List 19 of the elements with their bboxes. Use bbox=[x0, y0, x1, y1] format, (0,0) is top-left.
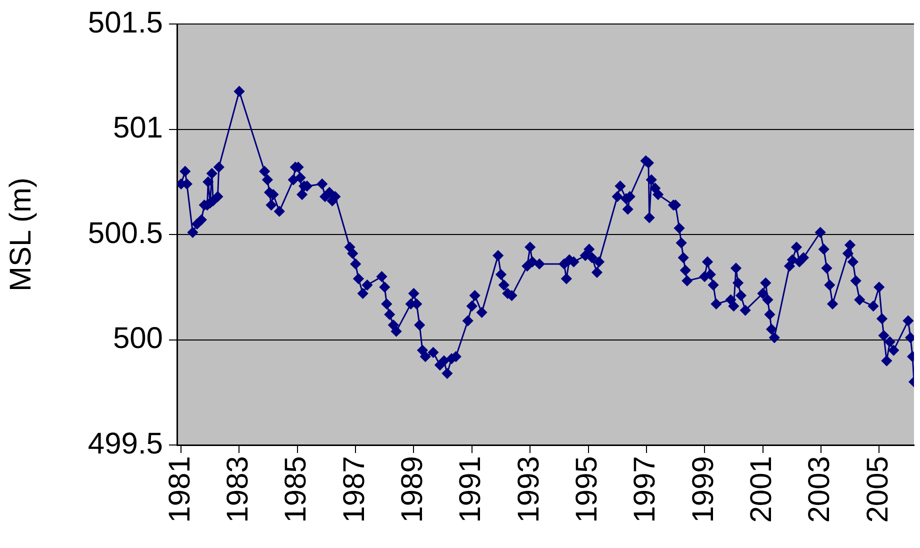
x-tick-label: 1997 bbox=[628, 456, 662, 523]
y-tick-label: 501.5 bbox=[88, 6, 163, 40]
x-tick-label: 1991 bbox=[454, 456, 488, 523]
x-tick-label: 1993 bbox=[512, 456, 546, 523]
y-tick-label: 500.5 bbox=[88, 216, 163, 250]
x-tick-label: 1985 bbox=[280, 456, 313, 523]
y-tick-label: 501 bbox=[112, 112, 163, 145]
y-tick-label: 499.5 bbox=[88, 427, 163, 460]
y-axis-title: MSL (m) bbox=[4, 178, 38, 292]
x-tick-label: 1995 bbox=[570, 456, 604, 523]
x-tick-label: 1989 bbox=[396, 456, 430, 523]
x-tick-label: 2005 bbox=[861, 456, 894, 523]
x-tick-label: 2001 bbox=[745, 456, 778, 523]
x-tick-label: 1983 bbox=[222, 456, 255, 523]
x-tick-label: 1999 bbox=[686, 456, 720, 523]
y-tick-label: 500 bbox=[112, 322, 163, 356]
x-tick-label: 1987 bbox=[338, 456, 371, 523]
x-tick-label: 2003 bbox=[803, 456, 836, 523]
x-tick-label: 1981 bbox=[163, 456, 196, 523]
